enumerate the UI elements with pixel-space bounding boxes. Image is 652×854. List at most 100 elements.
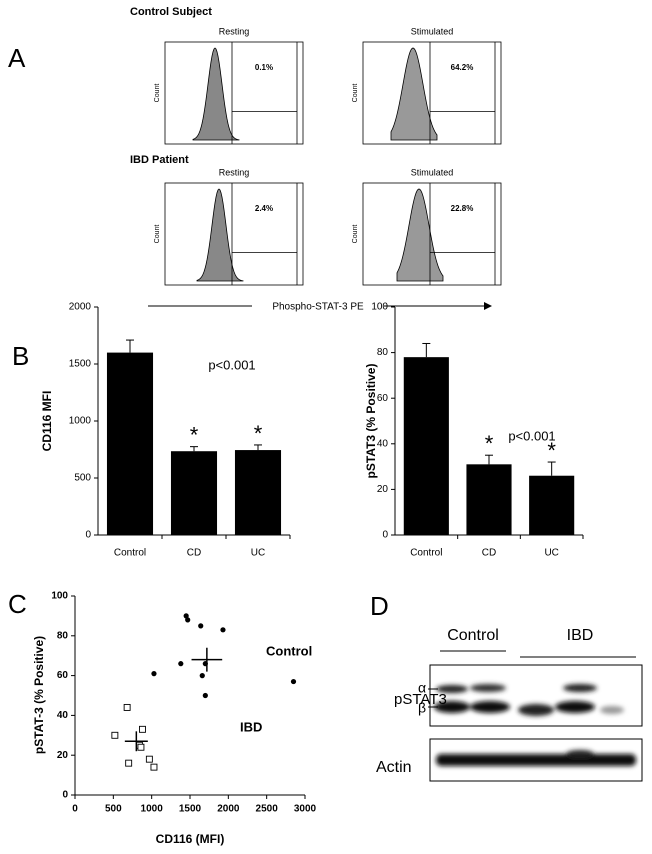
arrow-head (484, 302, 492, 310)
point (178, 661, 184, 667)
blot-label: Actin (376, 759, 412, 776)
significance-star: * (485, 431, 494, 456)
point (111, 731, 119, 739)
y-axis-label: pSTAT3 (% Positive) (364, 364, 378, 479)
y-axis-label: Count (352, 225, 359, 244)
series-label: IBD (240, 719, 262, 734)
y-tick-label: 2000 (69, 302, 92, 313)
gate-percent: 22.8% (451, 204, 474, 213)
plot-frame (164, 41, 304, 145)
y-axis-label: pSTAT-3 (% Positive) (32, 636, 46, 754)
y-axis-label: Count (154, 84, 161, 103)
bar (403, 357, 449, 535)
plot-frame (164, 182, 304, 286)
x-tick-label: Control (410, 548, 442, 559)
panel-a: Resting Count 0.1% Stimulated Count 64.2% Rest… (154, 26, 502, 286)
point (185, 617, 191, 623)
y-tick-label: 20 (57, 750, 69, 761)
actin-bands (436, 750, 636, 766)
row-title: Control Subject (130, 6, 212, 18)
x-tick-label: CD (187, 548, 201, 559)
significance-star: * (254, 421, 263, 446)
y-tick-label: 0 (85, 530, 91, 541)
y-tick-label: 0 (62, 790, 68, 801)
x-tick-label: 3000 (294, 804, 317, 815)
x-tick-label: 2500 (256, 804, 279, 815)
point (145, 755, 153, 763)
group-label: Control (447, 627, 499, 644)
y-tick-label: 100 (51, 591, 68, 602)
panel-label: D (370, 591, 389, 621)
gate-percent: 64.2% (451, 63, 474, 72)
x-tick-label: UC (251, 548, 265, 559)
gate-percent: 2.4% (255, 204, 273, 213)
blot-label: pSTAT3 (394, 691, 447, 708)
point (198, 623, 204, 629)
y-tick-label: 40 (57, 710, 69, 721)
series-label: Control (266, 643, 312, 658)
bar (529, 475, 575, 535)
histogram (196, 188, 244, 282)
point (290, 678, 297, 685)
x-tick-label: 500 (105, 804, 122, 815)
point (139, 725, 146, 733)
x-tick-label: Control (114, 548, 146, 559)
y-tick-label: 60 (377, 393, 389, 404)
point (123, 703, 131, 711)
panel-d: D Control IBD pSTAT3 α β Actin (370, 591, 643, 782)
y-tick-label: 40 (377, 438, 389, 449)
condition-label: Stimulated (411, 26, 454, 36)
y-tick-label: 500 (74, 473, 91, 484)
row-title: IBD Patient (130, 154, 189, 166)
band-label: α (418, 680, 426, 696)
histogram (192, 47, 240, 141)
significance-star: * (547, 438, 556, 463)
y-tick-label: 100 (371, 302, 388, 313)
x-axis-label: Phospho-STAT-3 PE (272, 302, 364, 313)
y-tick-label: 1000 (69, 416, 92, 427)
annotation: p<0.001 (508, 428, 555, 443)
gate-percent: 0.1% (255, 63, 273, 72)
x-tick-label: CD (482, 548, 496, 559)
bar (234, 450, 282, 535)
point (220, 627, 226, 633)
band-label: β (418, 700, 426, 716)
y-tick-label: 80 (377, 347, 389, 358)
point (137, 743, 145, 751)
panel-label: B (12, 341, 29, 371)
point (202, 692, 208, 699)
x-tick-label: UC (544, 548, 558, 559)
significance-star: * (190, 422, 199, 447)
y-axis-label: Count (352, 84, 359, 103)
point (125, 759, 133, 767)
y-tick-label: 1500 (69, 359, 92, 370)
x-tick-label: 1500 (179, 804, 202, 815)
histogram (396, 188, 444, 282)
y-axis-label: Count (154, 225, 161, 244)
blot-frame (429, 664, 643, 727)
panel-label: C (8, 589, 27, 619)
bar (466, 464, 512, 535)
annotation: p<0.001 (208, 357, 255, 372)
y-tick-label: 0 (382, 530, 388, 541)
y-tick-label: 20 (377, 484, 389, 495)
point (183, 613, 189, 619)
x-axis-label: CD116 (MFI) (156, 832, 225, 846)
bar (170, 451, 218, 535)
condition-label: Resting (219, 26, 250, 36)
y-tick-label: 80 (57, 630, 69, 641)
point (199, 673, 205, 679)
histogram (390, 47, 438, 141)
blot-bands (434, 684, 624, 716)
x-tick-label: 0 (72, 804, 78, 815)
y-axis-label: CD116 MFI (40, 391, 54, 452)
x-tick-label: 2000 (217, 804, 240, 815)
panel-label: A (8, 43, 26, 73)
condition-label: Resting (219, 167, 250, 177)
y-tick-label: 60 (57, 670, 69, 681)
bar (106, 352, 154, 535)
label-bg (252, 298, 384, 314)
condition-label: Stimulated (411, 167, 454, 177)
point (150, 763, 158, 771)
